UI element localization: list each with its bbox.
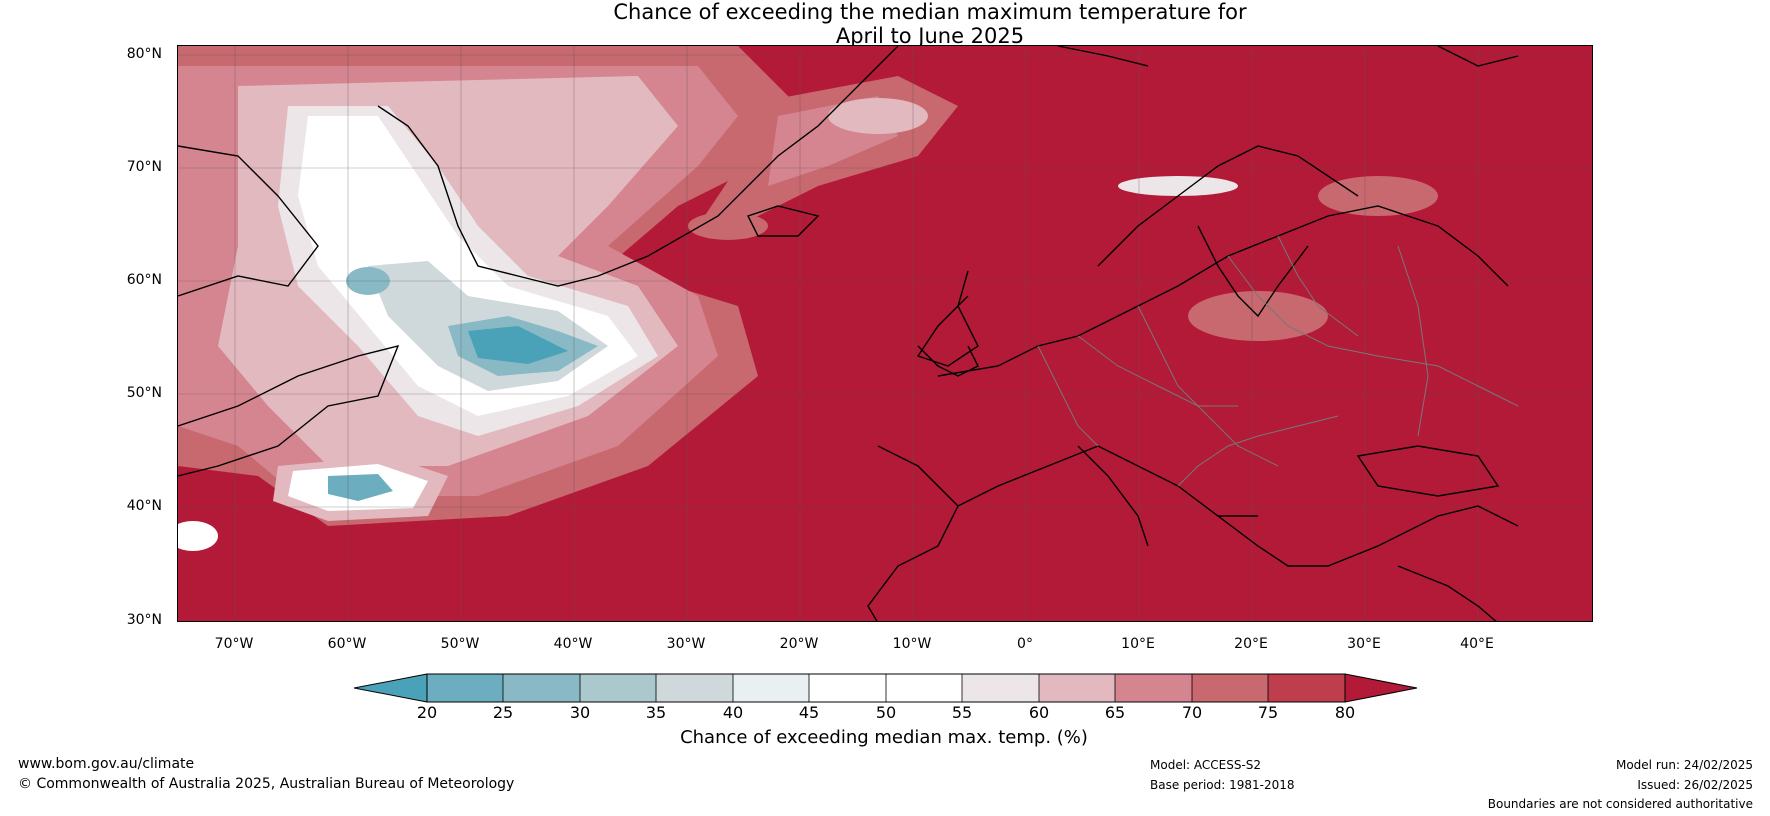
colorbar-tick-65: 65 [1104,703,1126,722]
colorbar-tick-70: 70 [1181,703,1203,722]
colorbar-tick-80: 80 [1334,703,1356,722]
lat-label-70n: 70°N [126,159,162,175]
lon-label-70w: 70°W [214,636,254,652]
disclaimer-text: Boundaries are not considered authoritat… [1487,797,1753,811]
colorbar-bin-60-65 [1039,674,1115,702]
lon-label-40e: 40°E [1460,636,1494,652]
lon-label-40w: 40°W [553,636,593,652]
lon-label-30w: 30°W [666,636,706,652]
lat-label-40n: 40°N [126,498,162,514]
lon-label-50w: 50°W [440,636,480,652]
lon-label-30e: 30°E [1347,636,1381,652]
chart-title: Chance of exceeding the median maximum t… [0,0,1770,48]
colorbar [354,673,1418,703]
colorbar-bin-50-55 [886,674,962,702]
colorbar-bin-30-35 [580,674,656,702]
title-line-1: Chance of exceeding the median maximum t… [613,0,1247,24]
region-kola-pale [1318,176,1438,216]
colorbar-tick-30: 30 [569,703,591,722]
model-run-text: Model run: 24/02/2025 [1615,758,1753,772]
copyright-text: © Commonwealth of Australia 2025, Austra… [18,776,515,792]
lat-label-60n: 60°N [126,272,162,288]
region-20 [468,326,568,364]
issued-text: Issued: 26/02/2025 [1637,778,1753,792]
colorbar-high-arrow [1344,673,1418,703]
region-svalbard-pale [828,98,928,134]
region-sw-white [178,521,218,551]
title-line-2: April to June 2025 [835,24,1025,48]
colorbar-bin-35-40 [656,674,733,702]
colorbar-bin-55-60 [962,674,1039,702]
model-text: Model: ACCESS-S2 [1150,758,1262,772]
colorbar-label: Chance of exceeding median max. temp. (%… [680,727,1088,748]
graticule [178,46,1592,621]
colorbar-tick-20: 20 [416,703,438,722]
colorbar-tick-25: 25 [492,703,514,722]
colorbar-tick-45: 45 [798,703,820,722]
colorbar-bin-75-80 [1268,674,1345,702]
colorbar-tick-50: 50 [875,703,897,722]
colorbar-tick-75: 75 [1257,703,1279,722]
colorbar-low-arrow [354,673,428,703]
lat-label-50n: 50°N [126,385,162,401]
region-iceland-pale [688,212,768,240]
lon-label-60w: 60°W [327,636,367,652]
region-norway-white [1118,176,1238,196]
lon-label-10e: 10°E [1121,636,1155,652]
colorbar-dividers [502,674,1269,702]
lon-label-10w: 10°W [892,636,932,652]
colorbar-bin-65-70 [1115,674,1192,702]
lon-label-20e: 20°E [1234,636,1268,652]
lon-label-0: 0° [1017,636,1033,652]
colorbar-bin-70-75 [1192,674,1268,702]
colorbar-tick-55: 55 [951,703,973,722]
colorbar-bin-40-45 [733,674,809,702]
colorbar-bin-25-30 [503,674,580,702]
lat-label-80n: 80°N [126,46,162,62]
forecast-map [177,45,1593,622]
website-link[interactable]: www.bom.gov.au/climate [18,756,195,772]
colorbar-bin-20-25 [427,674,503,702]
colorbar-tick-40: 40 [722,703,744,722]
colorbar-bin-45-50 [809,674,886,702]
colorbar-tick-35: 35 [645,703,667,722]
lon-label-20w: 20°W [779,636,819,652]
map-svg [178,46,1592,621]
region-south-blue [328,474,393,501]
colorbar-tick-60: 60 [1028,703,1050,722]
borders [1037,235,1519,487]
base-period-text: Base period: 1981-2018 [1150,778,1295,792]
lat-label-30n: 30°N [126,612,162,628]
